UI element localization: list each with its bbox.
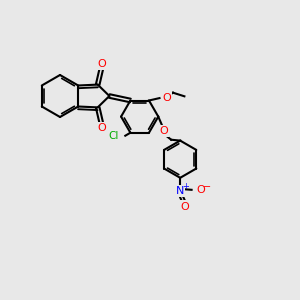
Text: O: O xyxy=(196,185,205,195)
Text: O: O xyxy=(97,58,106,69)
Text: +: + xyxy=(182,182,189,191)
Text: N: N xyxy=(176,186,184,196)
Text: O: O xyxy=(97,123,106,134)
Text: Cl: Cl xyxy=(108,131,119,141)
Text: O: O xyxy=(181,202,189,212)
Text: O: O xyxy=(163,92,171,103)
Text: O: O xyxy=(159,126,168,136)
Text: −: − xyxy=(202,182,211,192)
